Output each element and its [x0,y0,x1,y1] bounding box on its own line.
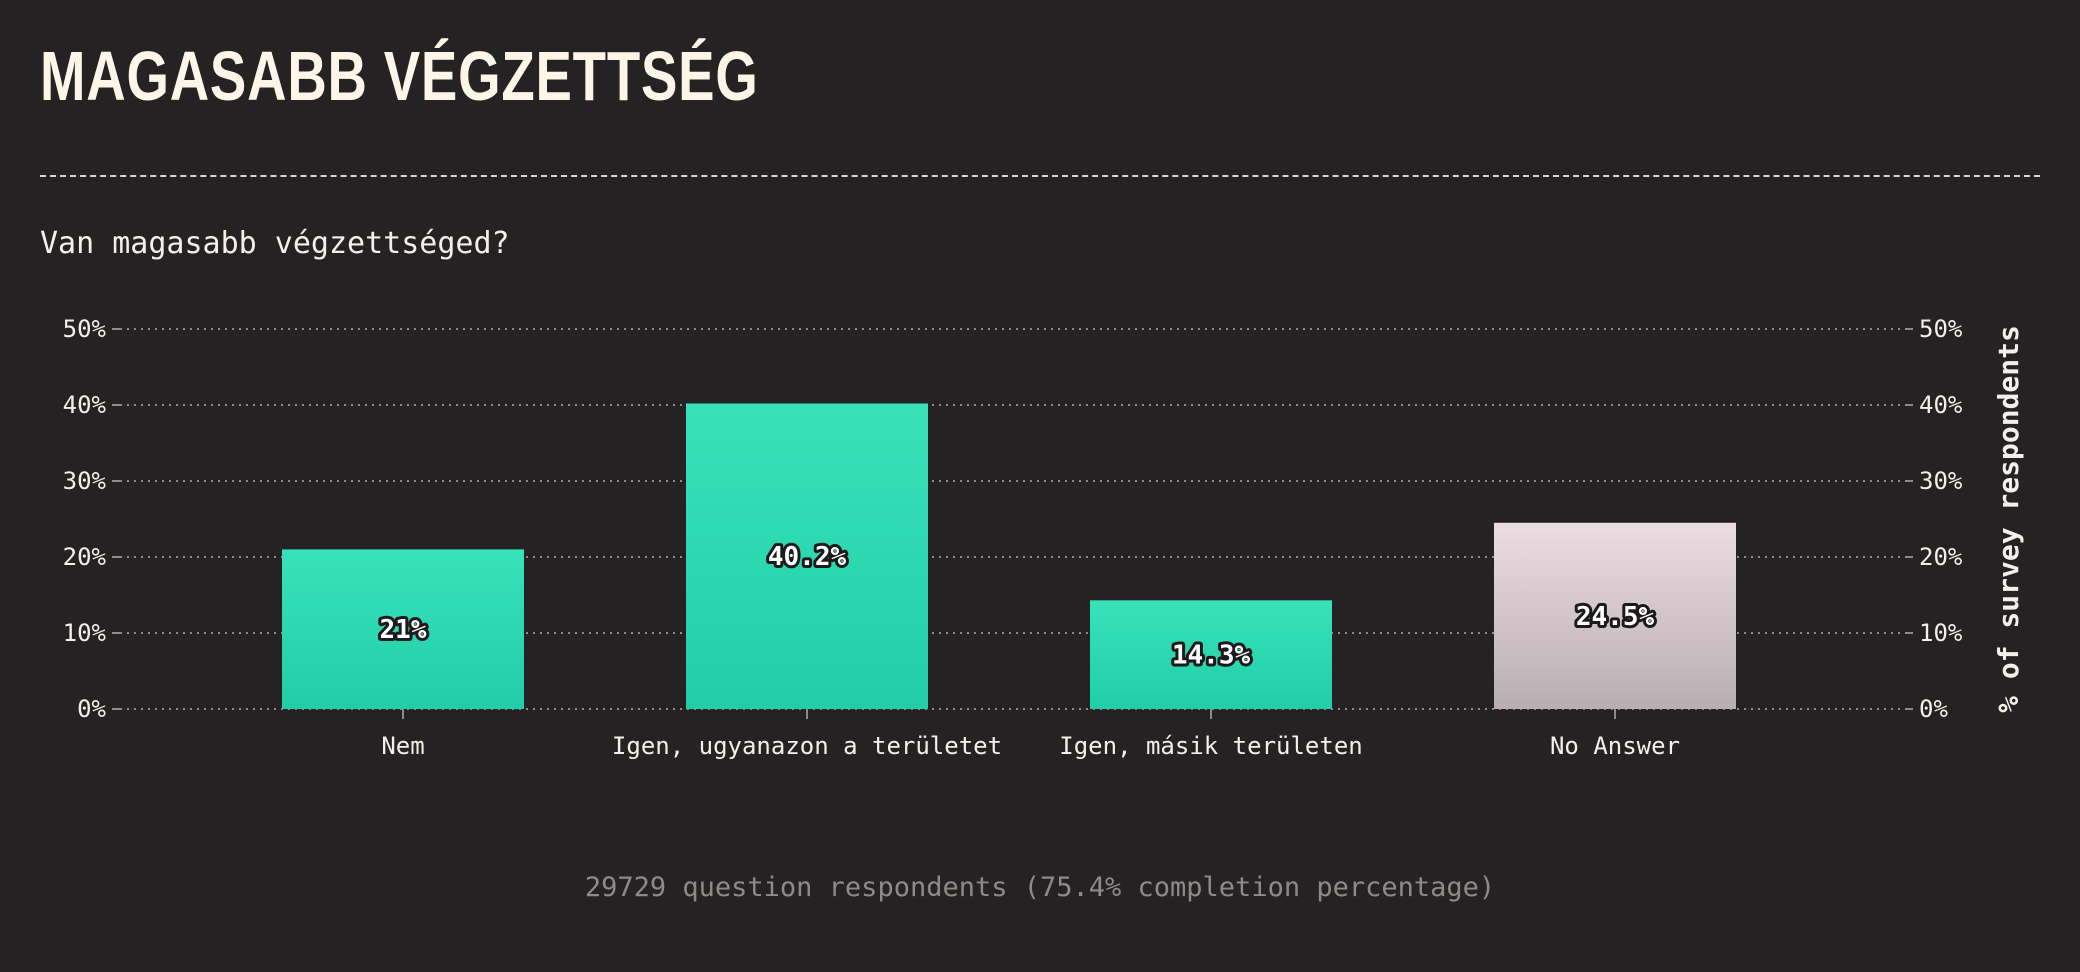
bar-value-label: 14.3% [1172,641,1251,671]
y-tick-label-left: 50% [63,315,107,343]
y-tick-label-left: 20% [63,543,107,571]
bar [1494,522,1736,709]
y-tick-label-right: 50% [1919,315,1963,343]
x-category-label: Igen, ugyanazon a területet [612,732,1002,760]
bar-value-label: 21% [380,615,427,645]
y-tick-label-right: 0% [1919,695,1948,723]
bar [282,549,524,709]
grid-lines [112,328,1913,719]
y-tick-label-right: 40% [1919,391,1963,419]
y-tick-label-right: 20% [1919,543,1963,571]
title-divider [40,175,2040,177]
bar [1090,600,1332,709]
y-tick-label-left: 40% [63,391,107,419]
bar-value-label: 24.5% [1576,602,1655,632]
y-tick-label-left: 30% [63,467,107,495]
x-category-label: Igen, másik területen [1059,732,1362,760]
y-axis-title: % of survey respondents [1992,325,2025,713]
y-tick-label-left: 0% [77,695,106,723]
y-tick-label-right: 30% [1919,467,1963,495]
x-category-label: Nem [381,732,424,760]
labels: 0% 0% 10% 10% 20% 20% 30% 30% 40% 40% 50% 50% 21% Nem… [63,315,2025,760]
bar-value-label: 40.2% [768,542,847,572]
x-category-label: No Answer [1550,732,1680,760]
bars [282,403,1736,709]
page-title: MAGASABB VÉGZETTSÉG [40,37,759,115]
respondents-footer: 29729 question respondents (75.4% comple… [584,872,1496,903]
y-tick-label-right: 10% [1919,619,1963,647]
question-subtitle: Van magasabb végzettséged? [40,226,510,261]
y-tick-label-left: 10% [63,619,107,647]
bar [686,403,928,709]
